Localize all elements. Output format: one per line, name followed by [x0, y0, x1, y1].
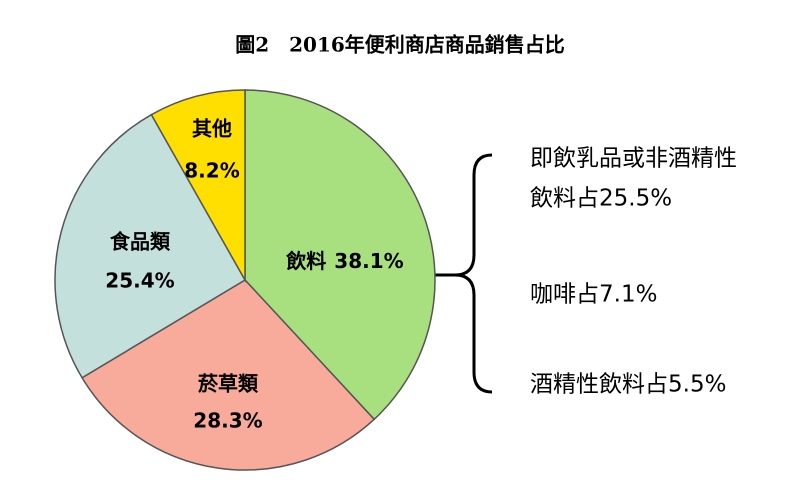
value-label: 28.3%: [193, 409, 262, 433]
value-label: 8.2%: [184, 159, 239, 183]
category-label: 菸草類: [198, 372, 259, 396]
category-label: 飲料: [285, 249, 326, 273]
pie-slice: [150, 89, 246, 283]
chart-title: 圖2 2016年便利商店商品銷售占比: [235, 33, 565, 57]
value-label: 38.1%: [334, 249, 403, 273]
breakdown-note: 咖啡占7.1%: [530, 282, 657, 308]
category-label: 其他: [192, 117, 232, 141]
breakdown-note: 飲料占25.5%: [530, 186, 672, 212]
pie-slice: [244, 89, 436, 421]
pie-slice: [54, 113, 247, 379]
breakdown-note: 即飲乳品或非酒精性: [530, 146, 737, 172]
category-label: 食品類: [110, 230, 171, 254]
pie-slice: [81, 279, 376, 471]
slice-label: 飲料 38.1%: [285, 249, 403, 273]
breakdown-note: 酒精性飲料占5.5%: [530, 372, 726, 398]
brace: [425, 153, 493, 394]
value-label: 25.4%: [105, 269, 174, 293]
